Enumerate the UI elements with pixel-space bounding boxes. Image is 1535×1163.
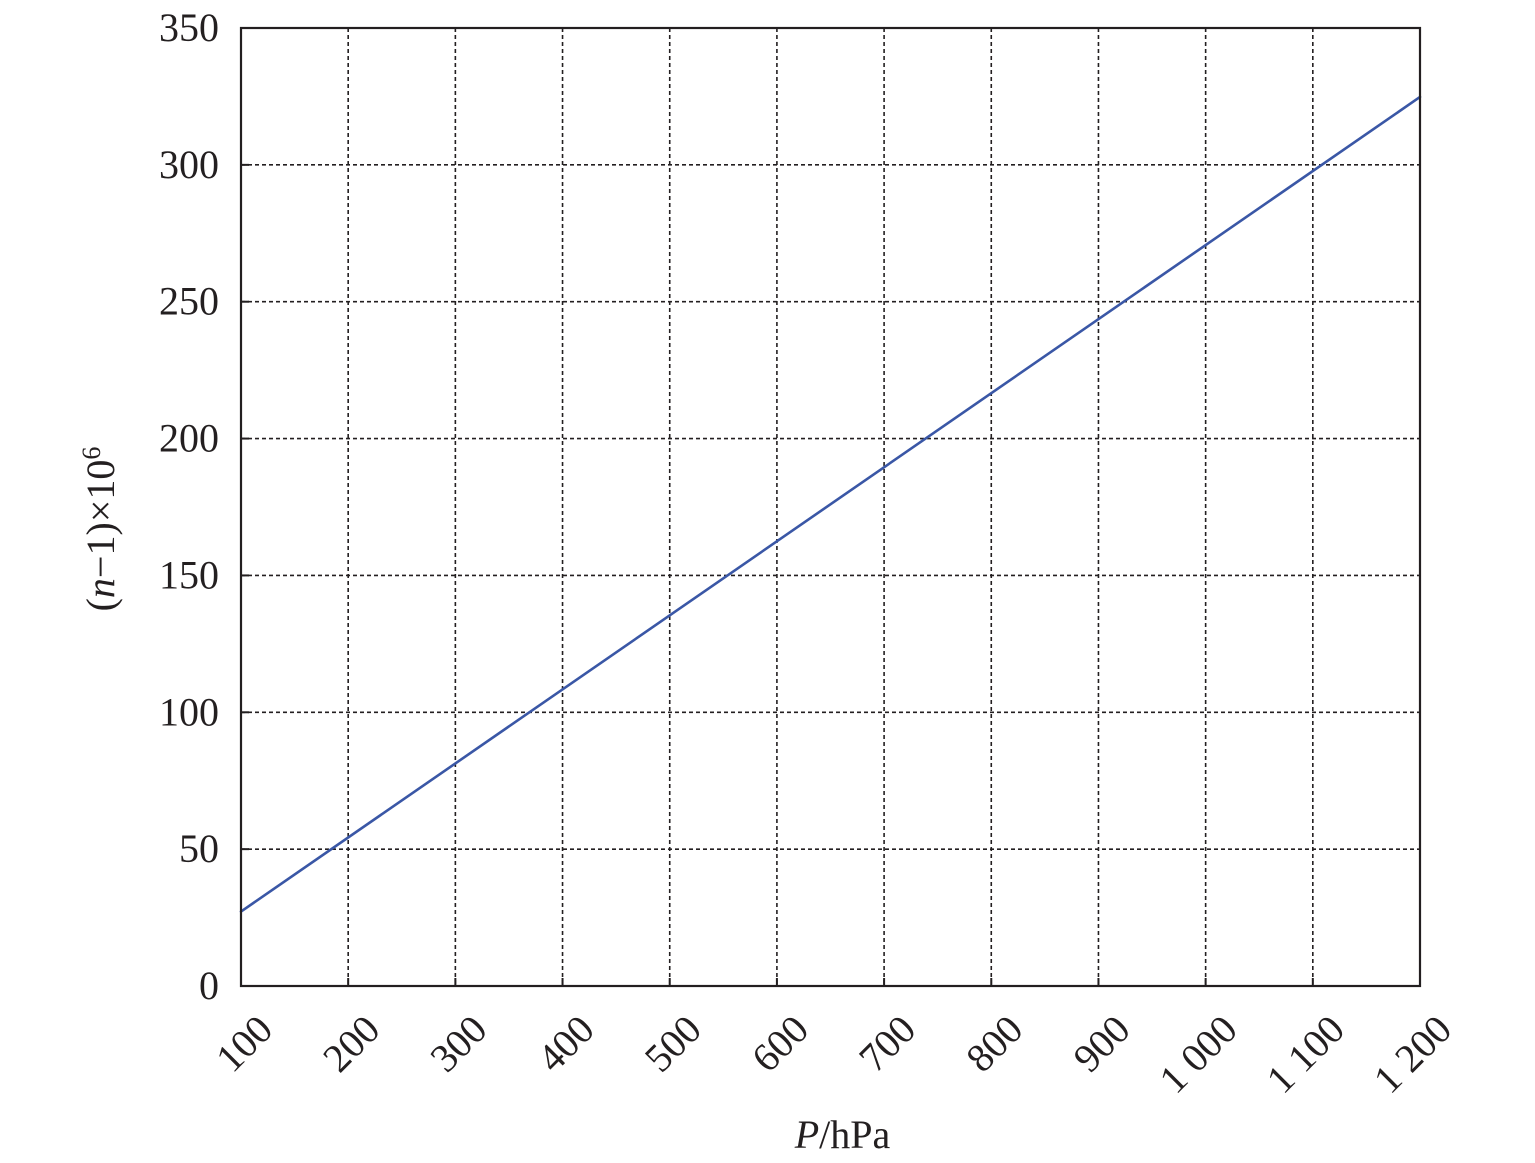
y-tick-label: 100	[159, 689, 219, 734]
y-axis-title-exponent: 6	[77, 447, 106, 460]
plot-frame	[239, 26, 1422, 988]
x-axis-title: P/hPa	[794, 1112, 891, 1157]
y-axis-title-rest: −1)×10	[78, 460, 123, 578]
x-tick-label: 800	[957, 1006, 1031, 1080]
x-tick-label: 500	[636, 1006, 710, 1080]
x-tick-labels: 100 200 300 400 500 600 700 800 900 1 000 1 100 1 2…	[207, 1006, 1460, 1101]
y-axis-title: (n−1)×106	[77, 447, 123, 612]
x-tick-label: 200	[314, 1006, 388, 1080]
x-tick-label: 600	[743, 1006, 817, 1080]
series-line	[239, 95, 1422, 913]
y-tick-label: 250	[159, 279, 219, 324]
y-tick-label: 50	[179, 826, 219, 871]
y-axis-title-open: (	[78, 598, 123, 611]
x-tick-label: 300	[421, 1006, 495, 1080]
y-tick-labels: 0 50 100 150 200 250 300 350	[159, 5, 219, 1008]
y-tick-label: 300	[159, 142, 219, 187]
x-tick-label: 100	[207, 1006, 281, 1080]
x-tick-label: 400	[528, 1006, 602, 1080]
x-tick-label: 700	[850, 1006, 924, 1080]
grid-lines	[241, 28, 1420, 986]
x-axis-title-symbol: P	[794, 1112, 819, 1157]
y-tick-label: 200	[159, 416, 219, 461]
series-layer	[239, 95, 1422, 913]
x-tick-label: 1 200	[1365, 1006, 1460, 1101]
x-tick-label: 1 100	[1258, 1006, 1353, 1101]
x-tick-label: 900	[1064, 1006, 1138, 1080]
x-axis-title-unit: /hPa	[819, 1112, 890, 1157]
y-tick-label: 150	[159, 552, 219, 597]
y-tick-label: 350	[159, 5, 219, 50]
x-tick-label: 1 000	[1150, 1006, 1245, 1101]
y-tick-label: 0	[199, 963, 219, 1008]
tick-marks	[240, 27, 1421, 987]
y-axis-title-symbol: n	[78, 578, 123, 598]
